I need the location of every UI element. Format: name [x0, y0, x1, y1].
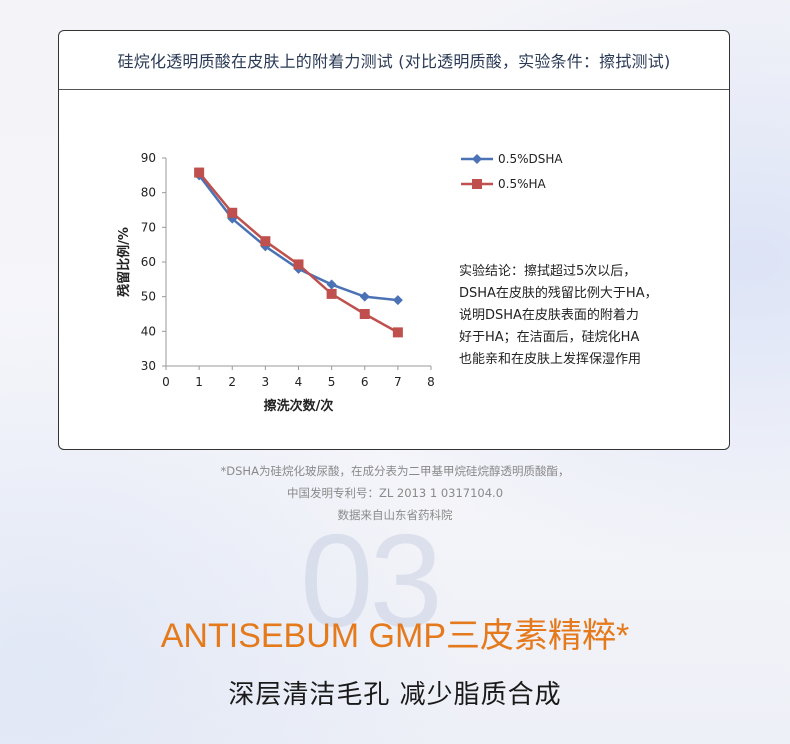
x-tick-label: 2 [228, 375, 236, 389]
y-axis-label: 残留比例/% [116, 227, 132, 297]
legend-label: 0.5%DSHA [498, 152, 563, 166]
footnotes: *DSHA为硅烷化玻尿酸，在成分表为二甲基甲烷硅烷醇透明质酸酯， 中国发明专利号… [0, 460, 790, 526]
y-tick-label: 60 [141, 255, 156, 269]
x-tick-label: 4 [295, 375, 303, 389]
data-point [293, 259, 304, 270]
footnote-source: 数据来自山东省药科院 [337, 508, 453, 522]
conclusion-line: 说明DSHA在皮肤表面的附着力 [459, 308, 639, 323]
data-point [227, 207, 238, 218]
series-line [198, 171, 399, 334]
chart-panel-title: 硅烷化透明质酸在皮肤上的附着力测试 (对比透明质酸，实验条件：擦拭测试) [117, 52, 671, 71]
product-headline: ANTISEBUM GMP三皮素精粹* [160, 617, 630, 655]
panel-divider [59, 89, 729, 90]
data-point [326, 288, 337, 299]
data-point [326, 279, 337, 290]
legend-marker [472, 179, 482, 189]
x-tick-label: 8 [427, 375, 435, 389]
y-tick-label: 50 [141, 290, 156, 304]
x-tick-label: 1 [195, 375, 203, 389]
x-axis-label: 擦洗次数/次 [264, 398, 334, 414]
line-chart: 30 40 50 60 70 80 90 0 1 2 3 4 5 6 7 8 擦洗次数/次 残留比例/% 0.5%D… [116, 151, 563, 414]
data-point [359, 309, 370, 319]
x-tick-label: 6 [361, 375, 369, 389]
data-point [392, 295, 403, 306]
conclusion-line: 实验结论：擦拭超过5次以后， [459, 264, 637, 279]
data-point [260, 236, 271, 247]
x-tick-label: 3 [262, 375, 270, 389]
y-tick-label: 40 [141, 324, 156, 338]
x-tick-label: 7 [394, 375, 402, 389]
experiment-conclusion: 实验结论：擦拭超过5次以后， DSHA在皮肤的残留比例大于HA， 说明DSHA在… [459, 261, 699, 371]
conclusion-line: 好于HA；在洁面后，硅烷化HA [459, 330, 640, 345]
chart-panel: 硅烷化透明质酸在皮肤上的附着力测试 (对比透明质酸，实验条件：擦拭测试) 30 4… [58, 30, 730, 450]
conclusion-line: DSHA在皮肤的残留比例大于HA， [459, 286, 658, 301]
data-point [359, 291, 370, 302]
x-tick-label: 0 [162, 375, 170, 389]
series-line [198, 174, 399, 302]
data-point [194, 167, 205, 178]
y-tick-label: 30 [141, 359, 156, 373]
y-tick-label: 70 [141, 220, 156, 234]
x-tick-label: 5 [328, 375, 336, 389]
product-subline: 深层清洁毛孔 减少脂质合成 [228, 680, 562, 710]
footnote-definition: *DSHA为硅烷化玻尿酸，在成分表为二甲基甲烷硅烷醇透明质酸酯， [220, 464, 570, 478]
section-number: 03 [300, 507, 443, 654]
legend-label: 0.5%HA [498, 177, 547, 191]
legend-marker [472, 154, 482, 164]
y-tick-label: 80 [141, 186, 156, 200]
y-tick-label: 90 [141, 151, 156, 165]
conclusion-line: 也能亲和在皮肤上发挥保湿作用 [459, 352, 642, 367]
footnote-patent: 中国发明专利号：ZL 2013 1 0317104.0 [286, 486, 504, 500]
data-point [392, 327, 403, 338]
